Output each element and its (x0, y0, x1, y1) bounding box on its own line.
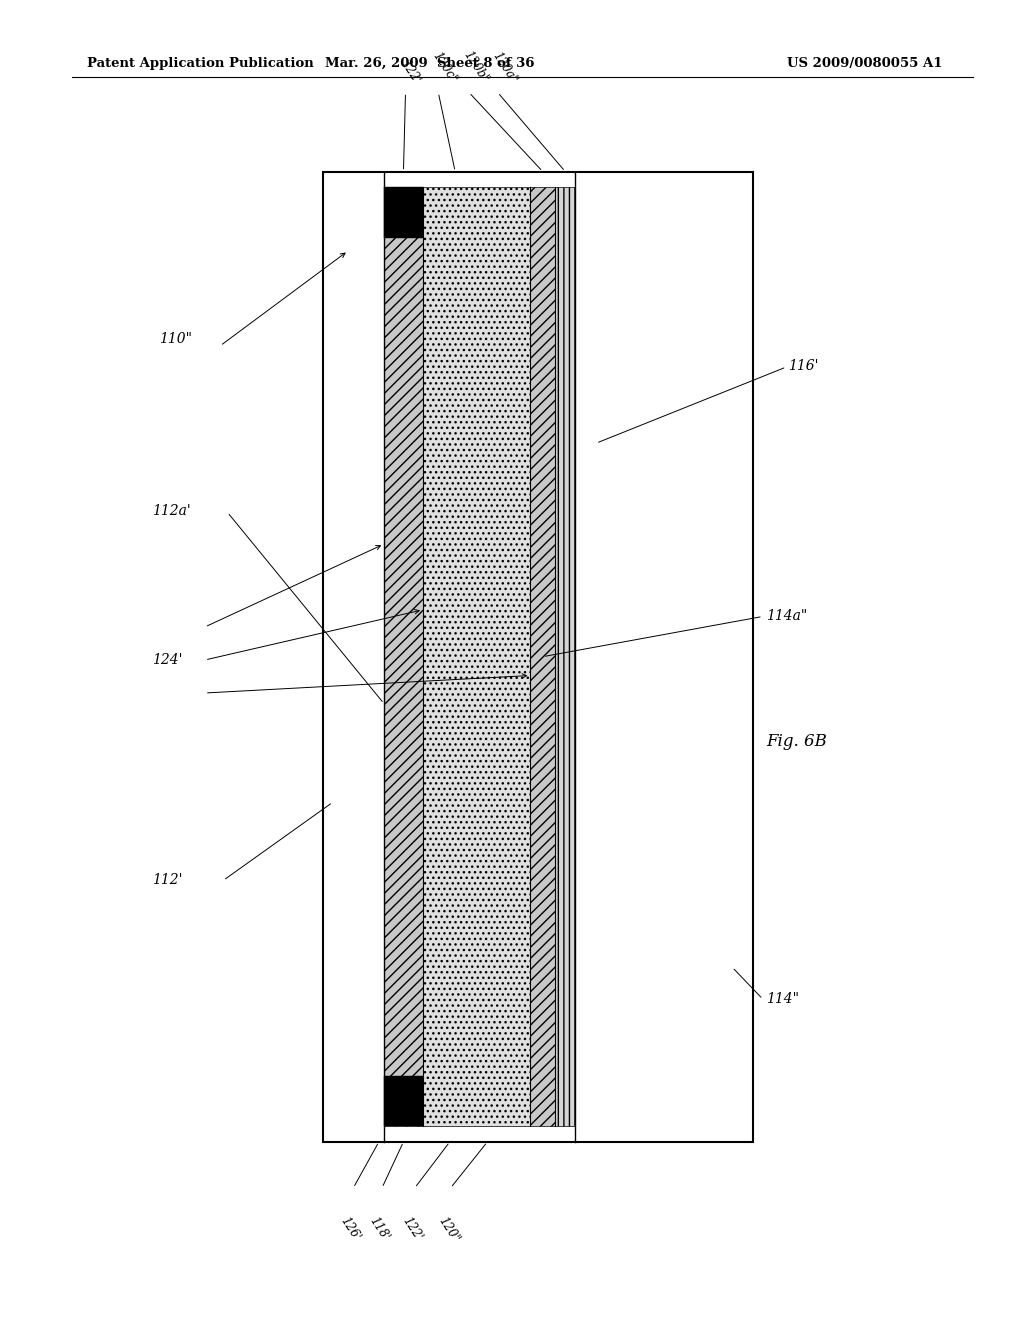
Text: Mar. 26, 2009  Sheet 8 of 36: Mar. 26, 2009 Sheet 8 of 36 (326, 57, 535, 70)
Text: 122': 122' (399, 1214, 424, 1243)
Text: 120c": 120c" (430, 50, 460, 86)
Bar (555, 187, 575, 1126)
Bar (384, 187, 423, 1126)
Text: 120a": 120a" (489, 49, 519, 86)
Text: 120": 120" (435, 1214, 461, 1245)
Text: 112': 112' (152, 874, 182, 887)
Text: 120b": 120b" (461, 49, 490, 86)
Text: 110": 110" (159, 333, 191, 346)
Text: 124': 124' (152, 653, 182, 667)
Text: Fig. 6B: Fig. 6B (766, 733, 826, 750)
Text: 118': 118' (367, 1214, 391, 1243)
Text: 114a": 114a" (766, 610, 807, 623)
Text: Patent Application Publication: Patent Application Publication (87, 57, 313, 70)
Bar (323, 172, 753, 1142)
Text: 122': 122' (397, 57, 422, 86)
Bar (423, 187, 530, 1126)
Bar (384, 187, 423, 238)
Text: 116': 116' (788, 359, 819, 372)
Text: 114": 114" (766, 993, 799, 1006)
Text: US 2009/0080055 A1: US 2009/0080055 A1 (786, 57, 942, 70)
Text: 112a': 112a' (152, 504, 190, 517)
Bar (530, 187, 555, 1126)
Text: 126': 126' (338, 1214, 362, 1243)
Bar (384, 1076, 423, 1126)
